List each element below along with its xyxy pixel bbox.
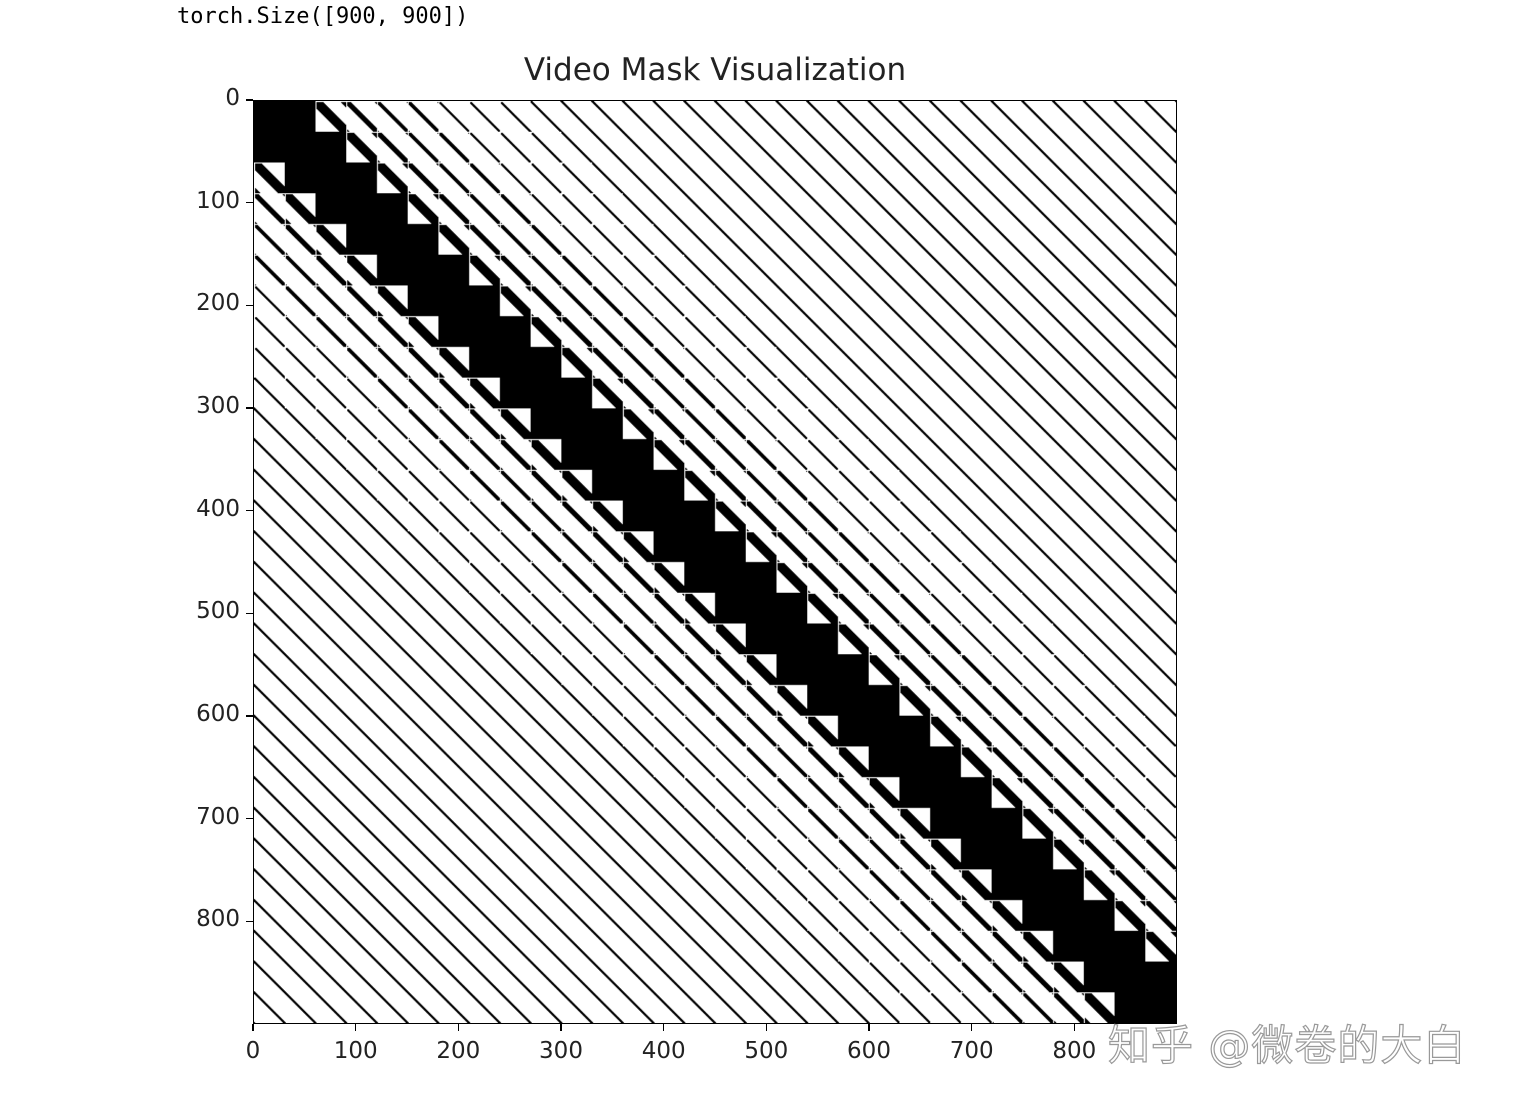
x-tick-label: 700 xyxy=(949,1038,994,1064)
x-tick-mark xyxy=(560,1024,562,1031)
y-tick-label: 600 xyxy=(196,701,240,727)
y-tick-label: 400 xyxy=(196,495,240,522)
x-tick-mark xyxy=(662,1024,665,1031)
y-tick-mark xyxy=(246,407,253,409)
x-tick-mark xyxy=(970,1024,973,1031)
x-tick-label: 600 xyxy=(847,1038,891,1064)
y-tick-mark xyxy=(246,920,253,923)
y-tick-mark xyxy=(246,715,253,717)
y-tick-label: 500 xyxy=(196,598,240,625)
y-tick-label: 700 xyxy=(196,803,240,830)
y-tick-label: 800 xyxy=(196,906,240,933)
console-output: torch.Size([900, 900]) xyxy=(177,4,469,29)
x-tick-label: 300 xyxy=(539,1038,583,1064)
x-tick-mark xyxy=(354,1024,357,1031)
chart-title: Video Mask Visualization xyxy=(523,52,907,88)
y-tick-mark xyxy=(246,201,253,204)
mask-heatmap xyxy=(254,101,1176,1023)
watermark: 知乎 @微卷的大白 xyxy=(1107,1020,1467,1070)
x-tick-label: 200 xyxy=(436,1038,481,1064)
x-tick-label: 0 xyxy=(245,1038,261,1064)
x-tick-mark xyxy=(868,1024,870,1031)
y-tick-mark xyxy=(246,509,253,512)
y-tick-mark xyxy=(246,99,253,101)
y-tick-label: 100 xyxy=(196,187,240,214)
x-tick-mark xyxy=(1073,1024,1076,1031)
x-tick-label: 800 xyxy=(1052,1038,1097,1064)
y-tick-label: 300 xyxy=(196,393,240,419)
y-tick-label: 200 xyxy=(196,290,240,317)
y-tick-label: 0 xyxy=(225,85,240,111)
x-tick-mark xyxy=(252,1024,254,1031)
x-tick-label: 400 xyxy=(641,1038,686,1064)
x-tick-label: 500 xyxy=(744,1038,789,1064)
y-tick-mark xyxy=(246,817,253,820)
x-tick-mark xyxy=(765,1024,768,1031)
x-tick-label: 100 xyxy=(333,1038,378,1064)
y-tick-mark xyxy=(246,304,253,307)
x-tick-mark xyxy=(457,1024,460,1031)
y-tick-mark xyxy=(246,612,253,615)
plot-area xyxy=(253,100,1177,1024)
